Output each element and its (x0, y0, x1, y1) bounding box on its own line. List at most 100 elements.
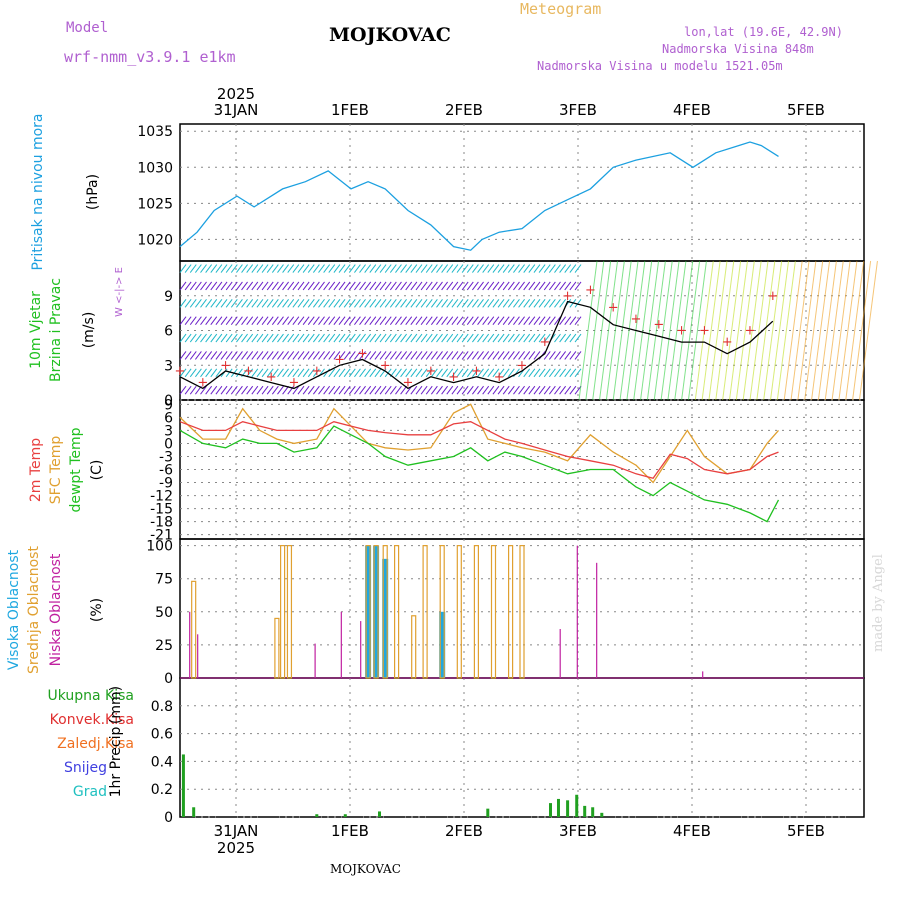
wind-barb (241, 333, 248, 343)
wind-barb (230, 299, 238, 308)
ytick-label: 0 (164, 671, 173, 687)
ytick-label: -3 (159, 449, 173, 465)
wind-barb (194, 333, 202, 343)
wind-barb (472, 385, 479, 395)
wind-barb (328, 368, 336, 378)
wind-barb (482, 264, 490, 273)
wind-barb (513, 385, 520, 395)
precip-bar (486, 808, 490, 817)
wind-barb (384, 264, 392, 273)
wind-barb (513, 351, 520, 360)
wind-barb (574, 351, 582, 360)
wind-barb (312, 316, 320, 326)
wind-barb (287, 299, 295, 308)
wind-barb (497, 316, 505, 326)
wind-gust-marker: + (220, 358, 231, 373)
wind-barb (200, 316, 207, 326)
wind-barb (395, 264, 402, 273)
wind-barb (215, 316, 223, 326)
mid-cloud-bar (439, 545, 445, 679)
wind-barb (251, 281, 259, 291)
wind-barb (507, 316, 515, 326)
wind-barb (236, 299, 243, 308)
wind-barb (369, 281, 377, 291)
wind-barb (461, 299, 469, 308)
wind-barb (246, 281, 254, 291)
wind-barb (461, 368, 469, 378)
wind-gust-marker: + (653, 318, 664, 333)
precip-legend-label: Snijeg (64, 760, 107, 776)
wind-barb (518, 299, 525, 308)
wind-barb (287, 368, 295, 378)
wind-barb (492, 333, 500, 343)
wind-barb (507, 351, 515, 360)
precip-axis-title: 1hr Precip (108, 727, 124, 798)
wind-barb (502, 264, 510, 273)
wind-barb (564, 351, 572, 360)
wind-barb (354, 281, 361, 291)
wind-barb (179, 281, 187, 291)
wind-gust-marker: + (425, 364, 436, 379)
wind-barb (369, 333, 377, 343)
ytick-label: 9 (164, 289, 173, 305)
wind-barb (210, 333, 218, 343)
wind-barb (436, 385, 443, 395)
wind-barb (477, 333, 484, 343)
wind-barb (246, 316, 254, 326)
wind-barb (369, 264, 377, 273)
wind-barb (251, 368, 259, 378)
wind-barb (728, 260, 748, 401)
wind-barb (246, 368, 254, 378)
wind-barb (497, 351, 505, 360)
wind-barb (446, 368, 454, 378)
wind-barb (220, 385, 228, 395)
wind-barb (277, 299, 284, 308)
wind-barb (179, 351, 187, 360)
wind-barb (477, 351, 484, 360)
wind-axis-subtitle: Brzina i Pravac (48, 278, 64, 382)
wind-barb (456, 368, 464, 378)
wind-barb (225, 351, 233, 360)
wind-barb (687, 260, 707, 401)
wind-barb (384, 333, 392, 343)
wind-barb (205, 281, 213, 291)
wind-barb (236, 385, 243, 395)
panel-frame-0 (179, 123, 865, 262)
wind-barb (333, 281, 341, 291)
wind-barb (497, 281, 505, 291)
wind-barb (487, 316, 495, 326)
precip-bar (192, 807, 196, 817)
wind-barb (528, 281, 536, 291)
wind-barb (271, 351, 279, 360)
top-date-label: 3FEB (559, 101, 597, 119)
wind-barb (328, 351, 336, 360)
wind-barb (271, 281, 279, 291)
watermark: made by Angel (871, 554, 886, 652)
wind-barb (302, 299, 310, 308)
wind-barb (420, 316, 428, 326)
wind-barb (548, 299, 556, 308)
wind-barb (694, 260, 714, 401)
wind-barb (441, 385, 449, 395)
wind-barb (246, 264, 254, 273)
wind-barb (451, 368, 459, 378)
wind-barb (338, 299, 346, 308)
wind-barb (523, 281, 531, 291)
wind-barb (405, 351, 413, 360)
wind-barb (405, 299, 413, 308)
wind-barb (225, 264, 233, 273)
wind-barb (430, 368, 438, 378)
ytick-label: 9 (164, 397, 173, 413)
bottom-date-label: 4FEB (673, 822, 711, 840)
pressure-axis-title: Pritisak na nivou mora (30, 113, 46, 270)
wind-barb (395, 316, 402, 326)
wind-barb (441, 368, 449, 378)
wind-barb (354, 368, 361, 378)
precip-unit: (mm) (108, 686, 124, 724)
wind-barb (482, 316, 490, 326)
wind-barb (200, 299, 207, 308)
wind-barb (456, 351, 464, 360)
wind-barb (523, 299, 531, 308)
wind-barb (838, 260, 858, 401)
wind-barb (492, 264, 500, 273)
